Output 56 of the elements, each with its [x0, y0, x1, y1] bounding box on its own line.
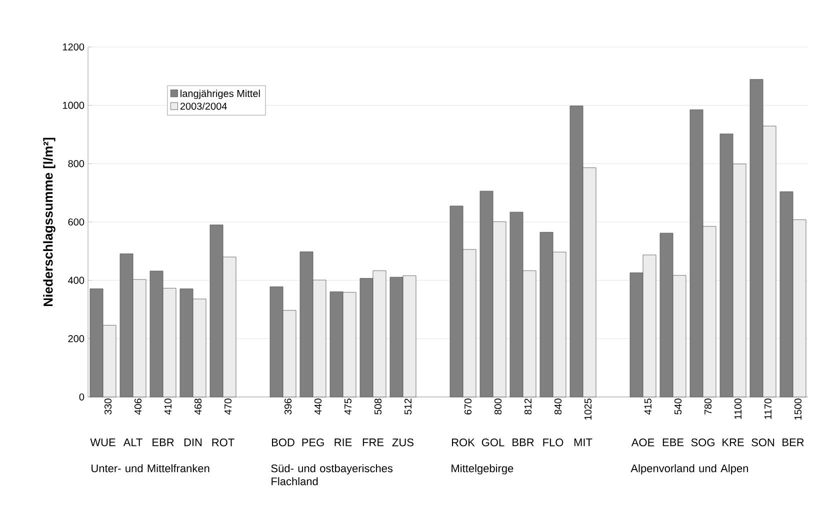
x-tick-label: FLO [543, 438, 564, 446]
x-tick-label: PEG [302, 438, 324, 446]
text: 396 [284, 398, 292, 414]
y-tick-label: 1000 [63, 102, 84, 109]
text: 780 [704, 398, 712, 414]
text: 470 [224, 398, 232, 415]
x-tick-label: KRE [722, 438, 744, 446]
text: 410 [164, 398, 172, 415]
text: 415 [644, 398, 652, 415]
x-tick-label: BOD [272, 438, 294, 446]
y-tick-label: 400 [68, 276, 84, 284]
x-tick-label: FRE [362, 438, 384, 446]
text: 540 [674, 398, 682, 414]
text: Unter- und Mittelfranken [92, 464, 210, 472]
y-axis-title: Niederschlagssumme [l/m²] [43, 138, 56, 306]
y-tick-label: 1200 [63, 43, 84, 51]
x-tick-label: SOG [691, 438, 714, 446]
x-tick-label: AOE [631, 438, 654, 446]
y-tick-label: 0 [79, 393, 84, 401]
legend-label: 2003/2004 [180, 102, 227, 110]
text: 468 [194, 398, 202, 415]
x-tick-label: ZUS [392, 438, 414, 446]
x-tick-label: SON [752, 438, 774, 446]
x-tick-label: ALT [123, 438, 142, 446]
text: 440 [314, 398, 322, 415]
text: 800 [494, 398, 502, 414]
x-tick-label: MIT [574, 438, 592, 446]
text: 475 [344, 398, 352, 415]
text: 1500 [794, 398, 802, 420]
y-tick-label: 600 [68, 218, 84, 226]
x-tick-label: DIN [184, 438, 202, 446]
x-tick-label: EBR [152, 438, 174, 446]
text: Süd- und ostbayerisches Flachland [271, 464, 393, 486]
x-tick-label: WUE [90, 438, 116, 446]
text: 406 [134, 398, 142, 415]
legend-label: langjähriges Mittel [180, 90, 260, 100]
x-tick-label: ROT [212, 438, 234, 446]
text: 1170 [764, 398, 772, 419]
x-tick-label: BER [782, 438, 804, 446]
text: 1025 [584, 398, 592, 420]
text: 840 [554, 398, 562, 414]
x-tick-label: EBE [662, 438, 684, 446]
x-tick-label: GOL [482, 438, 504, 446]
x-tick-label: BBR [512, 438, 534, 446]
x-tick-label: ROK [452, 438, 475, 446]
text: Mittelgebirge [452, 464, 514, 474]
text: Alpenvorland und Alpen [630, 464, 748, 474]
y-tick-label: 800 [68, 160, 84, 168]
x-tick-label: RIE [334, 438, 352, 446]
text: 508 [374, 398, 382, 414]
text: 330 [104, 398, 112, 414]
text: 512 [404, 398, 412, 414]
text: 812 [524, 398, 532, 414]
text: 1100 [734, 398, 742, 419]
y-tick-label: 200 [68, 335, 84, 342]
text: 670 [464, 398, 472, 414]
